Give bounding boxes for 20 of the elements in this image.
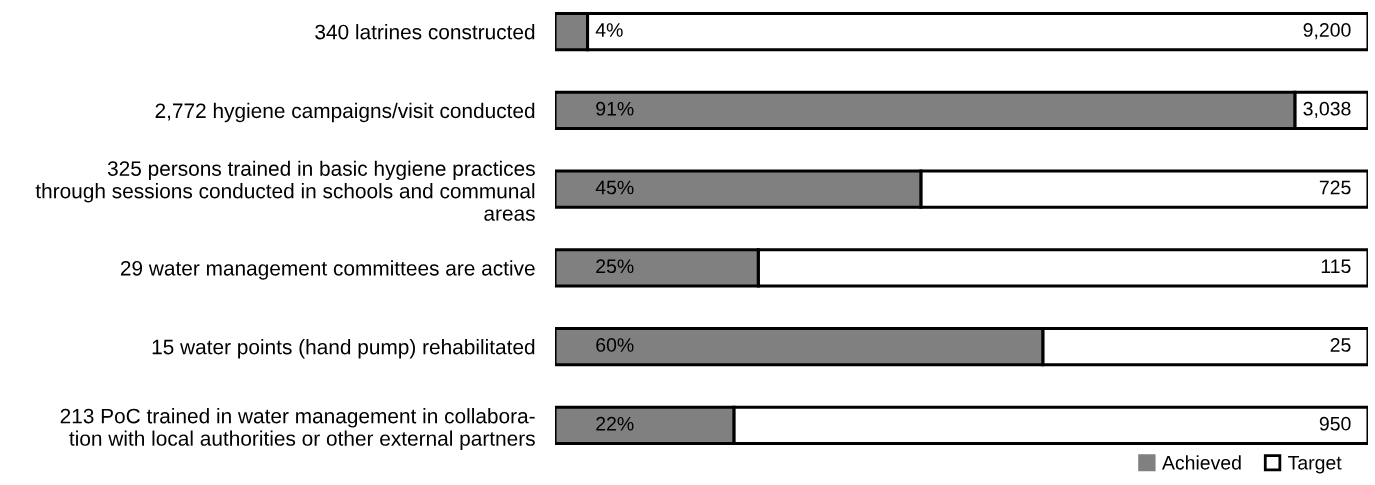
- legend-label: Achieved: [1162, 455, 1241, 470]
- annotation: 115: [1321, 259, 1351, 274]
- y-tick-label: 213 PoC trained in water management in collabora- tion with local authorities or other external partners: [60, 408, 535, 450]
- data-label: 45%: [595, 180, 634, 195]
- y-tick-label: 340 latrines constructed: [315, 24, 535, 40]
- annotation: 725: [1319, 180, 1351, 195]
- annotation: 9,200: [1303, 23, 1351, 40]
- annotation: 25: [1330, 338, 1351, 352]
- annotation: 3,038: [1303, 101, 1351, 118]
- data-label: 91%: [596, 101, 634, 116]
- y-tick-label: 2,772 hygiene campaigns/visit conducted: [155, 102, 535, 123]
- data-label: 4%: [595, 23, 623, 37]
- annotation: 950: [1319, 416, 1351, 431]
- legend-label: Target: [1288, 456, 1342, 474]
- data-label: 25%: [596, 259, 634, 274]
- y-tick-label: 325 persons trained in basic hygiene practices through sessions conducted in schools and communal areas: [35, 160, 535, 221]
- data-label: 60%: [596, 338, 634, 352]
- y-tick-label: 15 water points (hand pump) rehabilitated: [152, 339, 535, 359]
- y-tick-label: 29 water management committees are active: [120, 260, 535, 280]
- data-label: 22%: [596, 416, 634, 431]
